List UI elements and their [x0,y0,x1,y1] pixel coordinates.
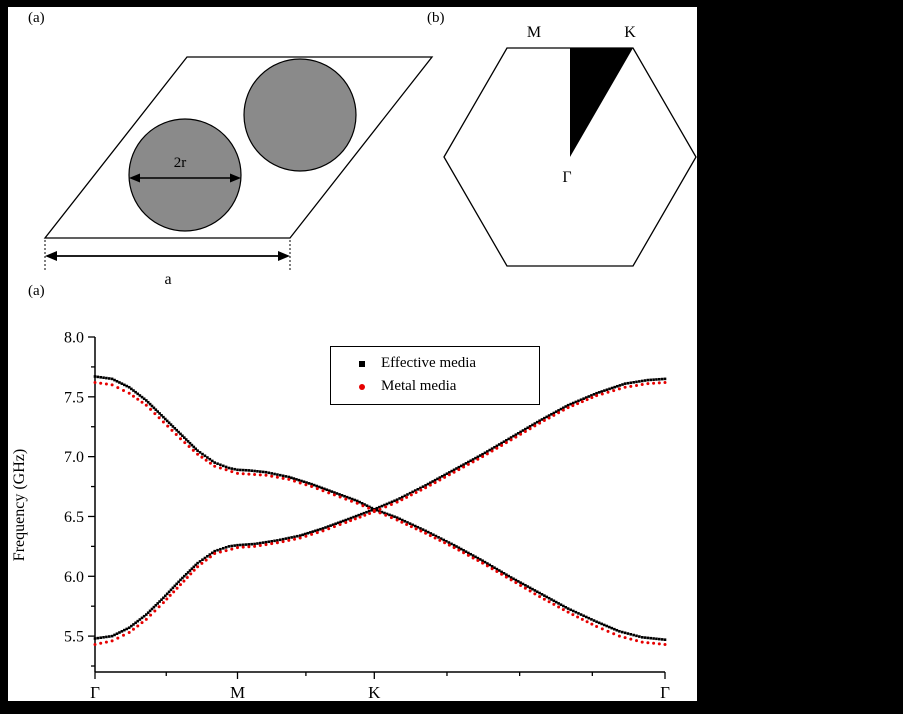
legend-label-effective-media: Effective media [381,355,477,371]
axes [94,337,665,673]
figure-canvas: (a) (b) (a) 2r a [8,7,697,701]
cylinder-circle [243,58,357,172]
x-tick-label: Γ [90,683,100,701]
panel-a-top-label: (a) [28,10,45,26]
lattice-constant-arrow [45,251,290,261]
y-axis-title: Frequency (GHz) [11,449,28,561]
diameter-arrow [129,173,241,183]
y-tick-label: 7.0 [64,449,84,466]
diameter-label: 2r [174,155,187,171]
x-tick-label: M [230,683,245,701]
irreducible-wedge [570,48,633,157]
series-points-1 [93,380,667,646]
chart-legend: Effective media Metal media [330,346,540,405]
unit-cell-diagram: 2r a [43,56,434,288]
tick-marks [88,336,666,679]
x-tick-label: Γ [660,683,670,701]
unit-cell-parallelogram [43,56,434,239]
tick-labels: 5.5 6.0 6.5 7.0 7.5 8.0 Γ M K Γ [64,330,670,702]
legend-marker-metal-media [359,383,365,390]
y-tick-label: 6.0 [64,569,84,586]
band-structure-svg: Frequency (GHz) 5.5 6.0 6.5 7.0 7.5 8.0 Γ M K Γ [11,330,670,702]
y-tick-label: 5.5 [64,629,84,646]
k-point-label: K [624,24,636,41]
panel-b-top-label: (b) [427,10,445,26]
legend-marker-effective-media [359,360,365,367]
lattice-constant-label: a [164,271,171,288]
y-tick-label: 6.5 [64,509,84,526]
band-structure-chart: Frequency (GHz) 5.5 6.0 6.5 7.0 7.5 8.0 Γ M K Γ E… [8,327,697,702]
m-point-label: M [527,24,541,41]
brillouin-zone-diagram: M K Γ [443,24,697,267]
panel-a-bottom-label: (a) [28,283,45,299]
y-tick-label: 7.5 [64,389,84,406]
x-tick-label: K [368,683,381,701]
legend-item-effective-media: Effective media [331,352,539,375]
y-tick-label: 8.0 [64,330,84,347]
legend-item-metal-media: Metal media [331,375,539,398]
legend-label-metal-media: Metal media [381,378,457,394]
series-points-0 [93,375,667,641]
cylinder-circle [128,118,242,232]
gamma-point-label: Γ [562,169,571,186]
